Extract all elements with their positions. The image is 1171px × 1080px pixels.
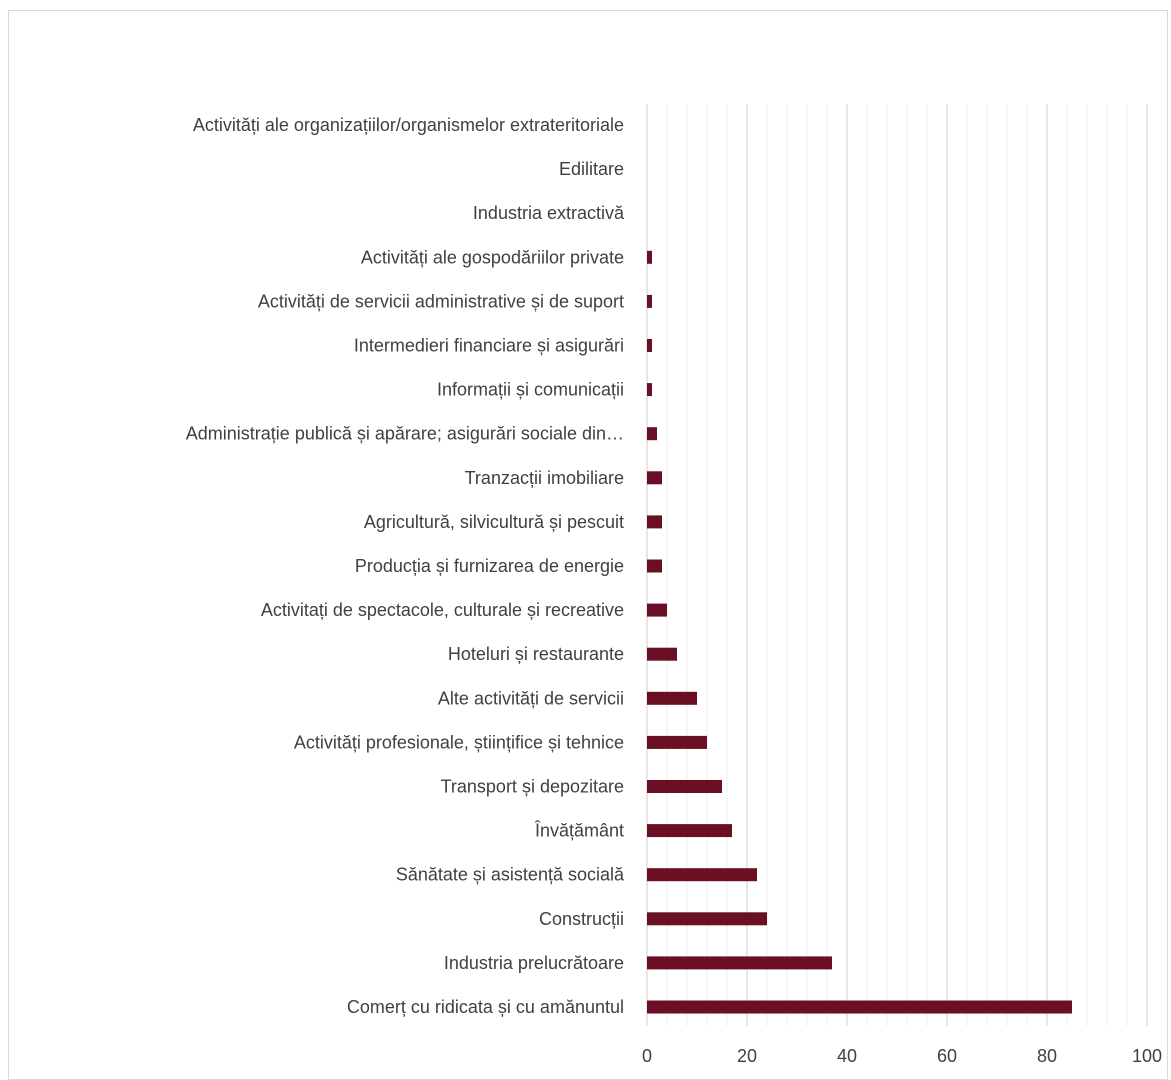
category-label: Intermedieri financiare și asigurări <box>354 336 624 356</box>
category-label: Hoteluri și restaurante <box>448 644 624 664</box>
bar <box>647 647 677 661</box>
x-tick-label: 80 <box>1037 1046 1057 1066</box>
category-label: Alte activități de servicii <box>438 688 624 708</box>
category-label: Agricultură, silvicultură și pescuit <box>364 512 624 532</box>
bar <box>647 427 657 441</box>
bar <box>647 383 652 397</box>
x-tick-label: 20 <box>737 1046 757 1066</box>
bar <box>647 912 767 926</box>
bar <box>647 515 662 529</box>
category-label: Informații și comunicații <box>437 380 624 400</box>
category-label: Edilitare <box>559 159 624 179</box>
category-label: Comerț cu ridicata și cu amănuntul <box>347 997 624 1017</box>
category-label: Activitați de spectacole, culturale și r… <box>261 600 624 620</box>
category-label: Transport și depozitare <box>441 777 624 797</box>
bar <box>647 250 652 264</box>
bar <box>647 780 722 793</box>
bar <box>647 735 707 749</box>
category-label: Industria extractivă <box>473 203 625 223</box>
bar <box>647 471 662 485</box>
bar <box>647 824 732 838</box>
bar <box>647 294 652 308</box>
chart-frame <box>8 10 1168 1080</box>
bar <box>647 603 667 617</box>
bar <box>647 868 757 882</box>
x-tick-label: 100 <box>1132 1046 1162 1066</box>
category-label: Activități profesionale, științifice și … <box>294 732 624 752</box>
bar <box>647 1000 1072 1014</box>
category-label: Industria prelucrătoare <box>444 953 624 973</box>
category-label: Producția și furnizarea de energie <box>355 556 624 576</box>
bar <box>647 691 697 705</box>
bar <box>647 559 662 573</box>
x-tick-label: 60 <box>937 1046 957 1066</box>
category-label: Sănătate și asistență socială <box>396 865 625 885</box>
category-label: Tranzacții imobiliare <box>465 468 624 488</box>
category-label: Administrație publică și apărare; asigur… <box>186 424 624 444</box>
category-label: Învățământ <box>534 821 624 841</box>
category-label: Activități de servicii administrative și… <box>258 291 624 311</box>
bar <box>647 339 652 352</box>
x-tick-label: 0 <box>642 1046 652 1066</box>
x-tick-label: 40 <box>837 1046 857 1066</box>
category-label: Activități ale gospodăriilor private <box>361 247 624 267</box>
category-label: Activități ale organizațiilor/organismel… <box>193 115 624 135</box>
bar <box>647 956 832 970</box>
category-label: Construcții <box>539 909 624 929</box>
